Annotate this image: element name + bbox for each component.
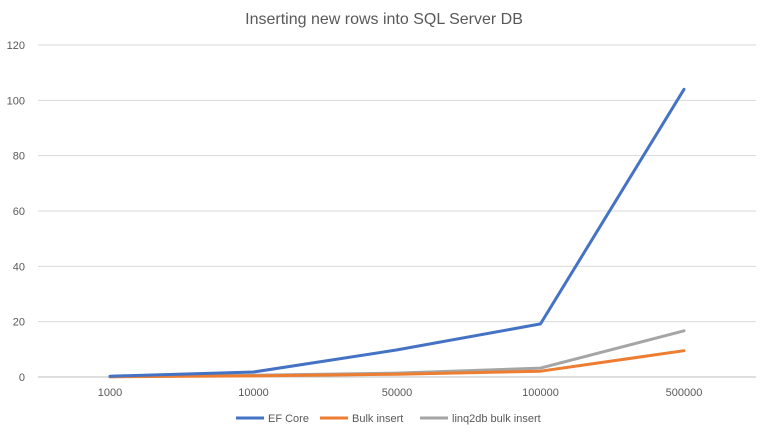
legend-item-linq2db-bulk-insert: linq2db bulk insert: [420, 413, 541, 425]
series-line-ef-core: [108, 87, 686, 378]
legend-item-bulk-insert: Bulk insert: [320, 413, 403, 425]
y-axis-ticks: 0 20 40 60 80 100 120: [7, 40, 25, 384]
chart-title: Inserting new rows into SQL Server DB: [245, 11, 523, 28]
legend-label: EF Core: [268, 413, 309, 425]
x-tick-label: 500000: [666, 387, 703, 399]
legend-label: Bulk insert: [352, 413, 403, 425]
y-tick-label: 80: [13, 151, 25, 163]
y-tick-label: 20: [13, 317, 25, 329]
series-line-linq2db-bulk-insert: [108, 329, 686, 379]
x-tick-label: 50000: [382, 387, 413, 399]
y-tick-label: 120: [7, 40, 25, 52]
x-tick-label: 10000: [238, 387, 269, 399]
legend-label: linq2db bulk insert: [452, 413, 541, 425]
legend: EF Core Bulk insert linq2db bulk insert: [236, 413, 541, 425]
gridlines: [38, 44, 756, 378]
legend-item-ef-core: EF Core: [236, 413, 309, 425]
series-lines: [108, 87, 686, 379]
y-tick-label: 40: [13, 261, 25, 273]
y-tick-label: 100: [7, 95, 25, 107]
series-line-bulk-insert: [108, 349, 686, 379]
y-tick-label: 0: [19, 372, 25, 384]
x-tick-label: 100000: [522, 387, 559, 399]
x-tick-label: 1000: [98, 387, 122, 399]
y-tick-label: 60: [13, 206, 25, 218]
x-axis-ticks: 1000 10000 50000 100000 500000: [98, 387, 703, 399]
